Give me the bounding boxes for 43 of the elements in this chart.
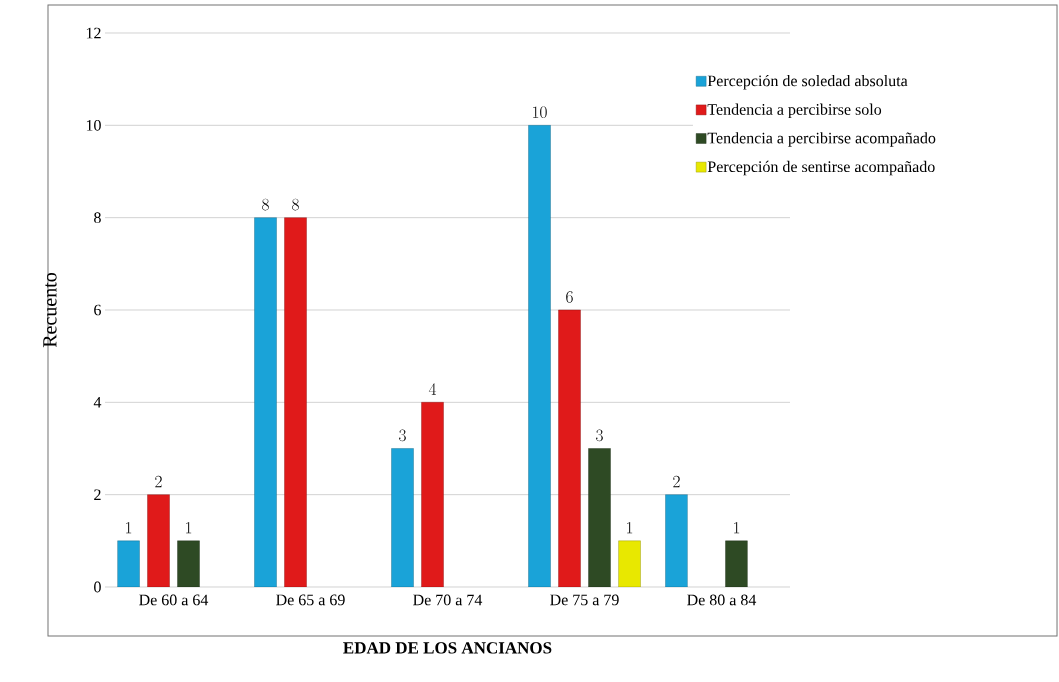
x-tick-label: De 65 a 69 [276, 594, 345, 606]
y-tick-label: 2 [94, 489, 101, 500]
y-tick-label: 8 [94, 212, 101, 224]
data-label: 3 [596, 429, 603, 442]
bar [177, 540, 200, 587]
bar [528, 125, 551, 587]
bar [421, 402, 444, 587]
y-tick-label: 4 [93, 397, 102, 408]
data-label: 1 [126, 521, 132, 534]
data-label: 2 [673, 475, 680, 488]
bar [284, 217, 307, 587]
x-tick-label: De 70 a 74 [413, 594, 483, 606]
legend-label: Tendencia a percibirse acompañado [707, 132, 936, 147]
x-axis-title: EDAD DE LOS ANCIANOS [343, 642, 552, 654]
bar [147, 494, 170, 587]
x-tick-label: De 75 a 79 [550, 594, 619, 606]
bar [725, 540, 748, 587]
data-label: 6 [566, 291, 573, 303]
data-label: 1 [734, 521, 740, 534]
data-label: 8 [292, 198, 299, 211]
y-axis-title: Recuento [43, 272, 57, 348]
y-tick-label: 0 [94, 581, 101, 593]
data-label: 2 [155, 475, 162, 488]
data-label: 10 [533, 106, 547, 119]
legend-label: Percepción de sentirse acompañado [707, 160, 935, 176]
x-tick-label: De 60 a 64 [139, 594, 209, 606]
bar [117, 540, 140, 587]
data-label: 1 [186, 521, 192, 534]
y-tick-label: 10 [86, 119, 101, 131]
data-label: 3 [399, 429, 406, 442]
bar [391, 448, 414, 587]
data-label: 1 [627, 521, 633, 534]
legend-label: Tendencia a percibirse solo [707, 103, 882, 119]
bar [254, 217, 277, 587]
bar [558, 309, 581, 587]
legend-label: Percepción de soledad absoluta [707, 74, 908, 90]
data-label: 8 [262, 198, 269, 211]
y-tick-label: 12 [86, 27, 101, 39]
bar [588, 448, 611, 587]
x-tick-label: De 80 a 84 [687, 594, 757, 606]
y-tick-label: 6 [94, 304, 101, 316]
bar [665, 494, 688, 587]
data-label: 4 [428, 383, 437, 395]
